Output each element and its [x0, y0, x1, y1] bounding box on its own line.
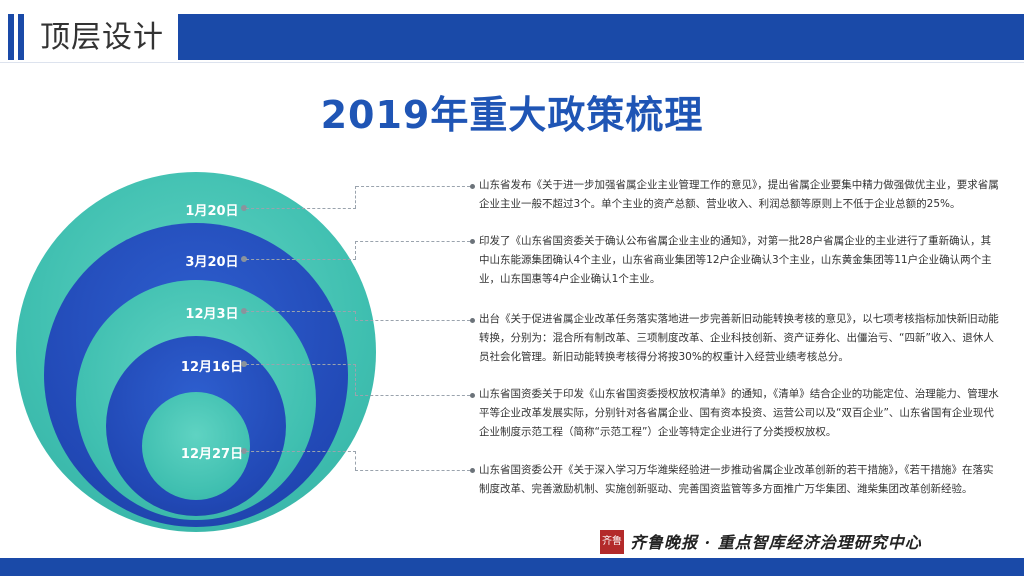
policy-description: 印发了《山东省国资委关于确认公布省属企业主业的通知》，对第一批28户省属企业的主… — [479, 235, 992, 285]
connector-start-dot — [241, 448, 247, 454]
connector-end-dot — [470, 393, 475, 398]
policy-description: 山东省发布《关于进一步加强省属企业主业管理工作的意见》，提出省属企业要集中精力做… — [479, 179, 999, 210]
header-divider — [0, 62, 1024, 63]
connector-line — [246, 208, 356, 209]
connector-line — [246, 451, 356, 452]
connector-line — [355, 241, 470, 242]
header-accent-bar — [18, 14, 24, 60]
connector-line — [355, 311, 356, 320]
connector-start-dot — [241, 256, 247, 262]
header-accent-bar — [8, 14, 14, 60]
connector-line — [355, 241, 356, 259]
connector-line — [246, 364, 356, 365]
header-band — [178, 14, 1024, 60]
connector-end-dot — [470, 239, 475, 244]
connector-line — [246, 259, 356, 260]
connector-line — [355, 470, 470, 471]
timeline-date: 3月20日 — [185, 255, 239, 270]
connector-line — [355, 395, 470, 396]
timeline-date: 12月27日 — [180, 447, 244, 462]
footer-band — [0, 558, 1024, 576]
policy-description: 山东省国资委公开《关于深入学习万华潍柴经验进一步推动省属企业改革创新的若干措施》… — [479, 464, 994, 495]
connector-line — [356, 186, 470, 187]
timeline-date: 12月3日 — [185, 307, 239, 322]
connector-line — [355, 320, 470, 321]
connector-line — [246, 311, 356, 312]
connector-line — [355, 451, 356, 470]
connector-line — [355, 186, 356, 208]
seal-logo: 齐鲁 — [600, 530, 624, 554]
connector-end-dot — [470, 184, 475, 189]
connector-end-dot — [470, 468, 475, 473]
center-circle — [142, 392, 250, 500]
connector-end-dot — [470, 318, 475, 323]
connector-start-dot — [241, 308, 247, 314]
connector-start-dot — [241, 205, 247, 211]
connector-start-dot — [241, 361, 247, 367]
timeline-date: 12月16日 — [180, 360, 244, 375]
policy-description: 出台《关于促进省属企业改革任务落实落地进一步完善新旧动能转换考核的意见》，以七项… — [479, 313, 999, 363]
section-title: 顶层设计 — [40, 20, 164, 55]
footer-brand: 齐鲁晚报 · 重点智库经济治理研究中心 — [630, 533, 922, 552]
timeline-date: 1月20日 — [185, 204, 239, 219]
page-title: 2019年重大政策梳理 — [320, 93, 704, 137]
policy-description: 山东省国资委关于印发《山东省国资委授权放权清单》的通知，《清单》结合企业的功能定… — [479, 388, 999, 438]
connector-line — [355, 364, 356, 395]
